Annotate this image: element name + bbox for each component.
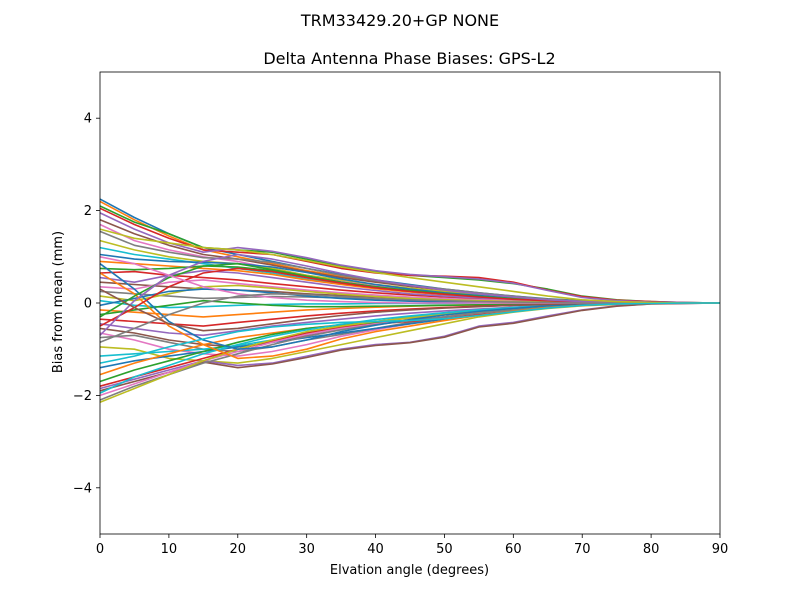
y-tick-label: −2 [73, 389, 92, 404]
series-line-48 [99, 292, 720, 344]
x-tick-label: 40 [367, 542, 384, 557]
x-tick-label: 20 [230, 542, 247, 557]
x-tick-label: 0 [96, 542, 104, 557]
x-tick-label: 30 [298, 542, 315, 557]
x-tick-label: 60 [505, 542, 522, 557]
x-axis-label: Elvation angle (degrees) [330, 563, 489, 578]
series-layer [99, 198, 721, 404]
series-line-49 [99, 228, 720, 304]
x-tick-label: 50 [436, 542, 453, 557]
x-axis: 0 10 20 30 40 50 60 70 80 90 [96, 534, 728, 557]
y-axis-label: Bias from mean (mm) [51, 231, 66, 373]
y-tick-label: 0 [84, 297, 92, 312]
y-tick-label: 2 [84, 204, 92, 219]
y-tick-label: 4 [84, 112, 92, 127]
series-line-50 [99, 302, 720, 364]
x-tick-label: 80 [643, 542, 660, 557]
x-tick-label: 10 [161, 542, 178, 557]
chart-title: Delta Antenna Phase Biases: GPS-L2 [263, 49, 555, 68]
y-tick-label: −4 [73, 481, 92, 496]
series-line-5 [99, 212, 721, 304]
series-line-36 [99, 302, 721, 392]
y-axis: −4 −2 0 2 4 [73, 112, 100, 496]
x-tick-label: 90 [712, 542, 729, 557]
x-tick-label: 70 [574, 542, 591, 557]
figure-suptitle: TRM33429.20+GP NONE [300, 11, 499, 30]
